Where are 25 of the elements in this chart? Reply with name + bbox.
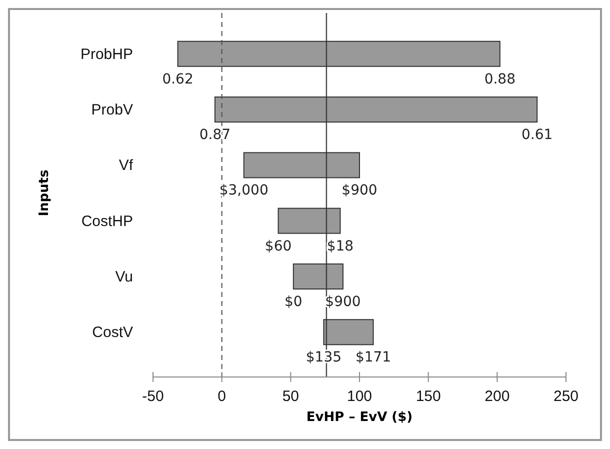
annotation: 0.88 bbox=[484, 71, 516, 88]
annotation: 0.87 bbox=[199, 127, 231, 144]
x-tick-label: 100 bbox=[346, 388, 372, 405]
x-tick-label: 250 bbox=[553, 388, 579, 405]
x-tick-label: 150 bbox=[416, 388, 441, 405]
annotation: $0 bbox=[284, 294, 302, 310]
x-tick-label: 50 bbox=[282, 388, 300, 405]
y-tick-label: CostV bbox=[92, 324, 133, 342]
annotation: $900 bbox=[342, 182, 378, 199]
x-tick-label: 0 bbox=[218, 388, 226, 405]
x-axis-title: EvHP – EvV ($) bbox=[306, 410, 413, 425]
x-tick-label: -50 bbox=[142, 388, 164, 405]
y-axis-title: Inputs bbox=[37, 169, 52, 216]
annotation: $18 bbox=[326, 238, 354, 254]
y-tick-label: ProbHP bbox=[80, 46, 133, 63]
y-tick-label: CostHP bbox=[81, 212, 133, 230]
y-tick-label: Vu bbox=[115, 268, 133, 286]
x-tick-label: 200 bbox=[484, 388, 510, 405]
annotation: $60 bbox=[264, 238, 292, 254]
annotation: 0.62 bbox=[162, 71, 194, 88]
y-tick-label: ProbV bbox=[91, 102, 133, 119]
y-tick-label: Vf bbox=[118, 157, 134, 174]
annotation: $3,000 bbox=[219, 182, 268, 199]
annotation: 0.61 bbox=[522, 127, 553, 144]
annotation: $171 bbox=[355, 350, 392, 366]
